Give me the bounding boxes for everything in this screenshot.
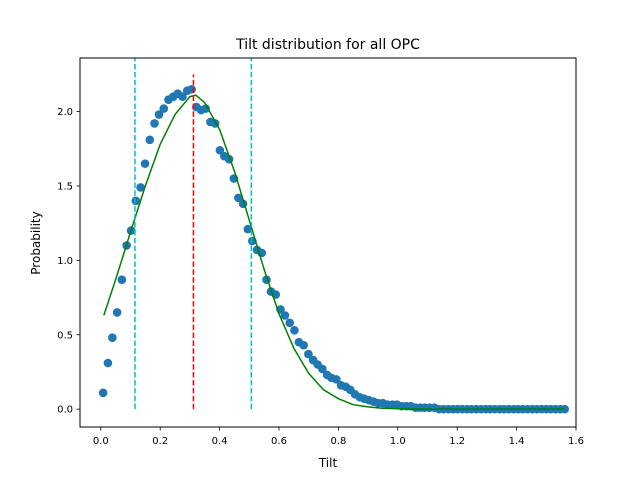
- data-point: [304, 349, 313, 359]
- data-point: [318, 364, 327, 374]
- x-tick-label: 0.8: [330, 436, 346, 447]
- data-point: [98, 388, 108, 398]
- x-tick-label: 0.2: [152, 436, 168, 447]
- data-point: [215, 145, 225, 155]
- x-axis-label: Tilt: [318, 456, 338, 470]
- fit-curve: [103, 94, 565, 410]
- data-point: [108, 333, 117, 343]
- y-tick-label: 0.0: [57, 405, 73, 416]
- x-tick-label: 1.4: [509, 436, 525, 447]
- plot-area: [98, 58, 570, 414]
- y-tick-label: 2.0: [57, 107, 73, 118]
- data-point: [103, 358, 113, 368]
- x-tick-label: 1.0: [390, 436, 406, 447]
- data-point: [201, 104, 210, 113]
- data-point: [112, 308, 122, 317]
- y-axis: 0.0 0.5 1.0 1.5 2.0: [57, 107, 80, 416]
- x-axis: 0.0 0.2 0.4 0.6 0.8 1.0 1.2 1.4 1.6: [93, 427, 584, 447]
- y-tick-label: 1.0: [57, 256, 73, 267]
- data-point: [332, 375, 341, 384]
- data-point: [280, 311, 290, 320]
- data-point: [243, 224, 253, 234]
- data-point: [145, 135, 155, 145]
- data-point: [140, 159, 150, 168]
- data-point: [290, 325, 299, 335]
- data-point: [136, 183, 145, 192]
- data-point: [299, 340, 308, 350]
- x-tick-label: 0.4: [212, 436, 228, 447]
- data-point: [187, 84, 196, 94]
- plot-frame: [79, 57, 577, 428]
- data-point: [285, 318, 294, 328]
- data-point: [154, 110, 164, 119]
- x-tick-label: 1.6: [568, 436, 584, 447]
- y-axis-label: Probability: [29, 211, 43, 274]
- chart-title: Tilt distribution for all OPC: [235, 37, 420, 53]
- data-point: [131, 196, 141, 206]
- x-tick-label: 1.2: [449, 436, 465, 447]
- data-point: [234, 193, 243, 203]
- y-tick-label: 1.5: [57, 181, 73, 192]
- x-tick-label: 0.6: [271, 436, 287, 447]
- data-point: [560, 404, 570, 414]
- x-tick-label: 0.0: [93, 436, 109, 447]
- y-tick-label: 0.5: [57, 330, 73, 341]
- data-point: [117, 275, 127, 284]
- data-point: [150, 119, 159, 128]
- data-point: [178, 92, 187, 101]
- data-point: [159, 104, 169, 113]
